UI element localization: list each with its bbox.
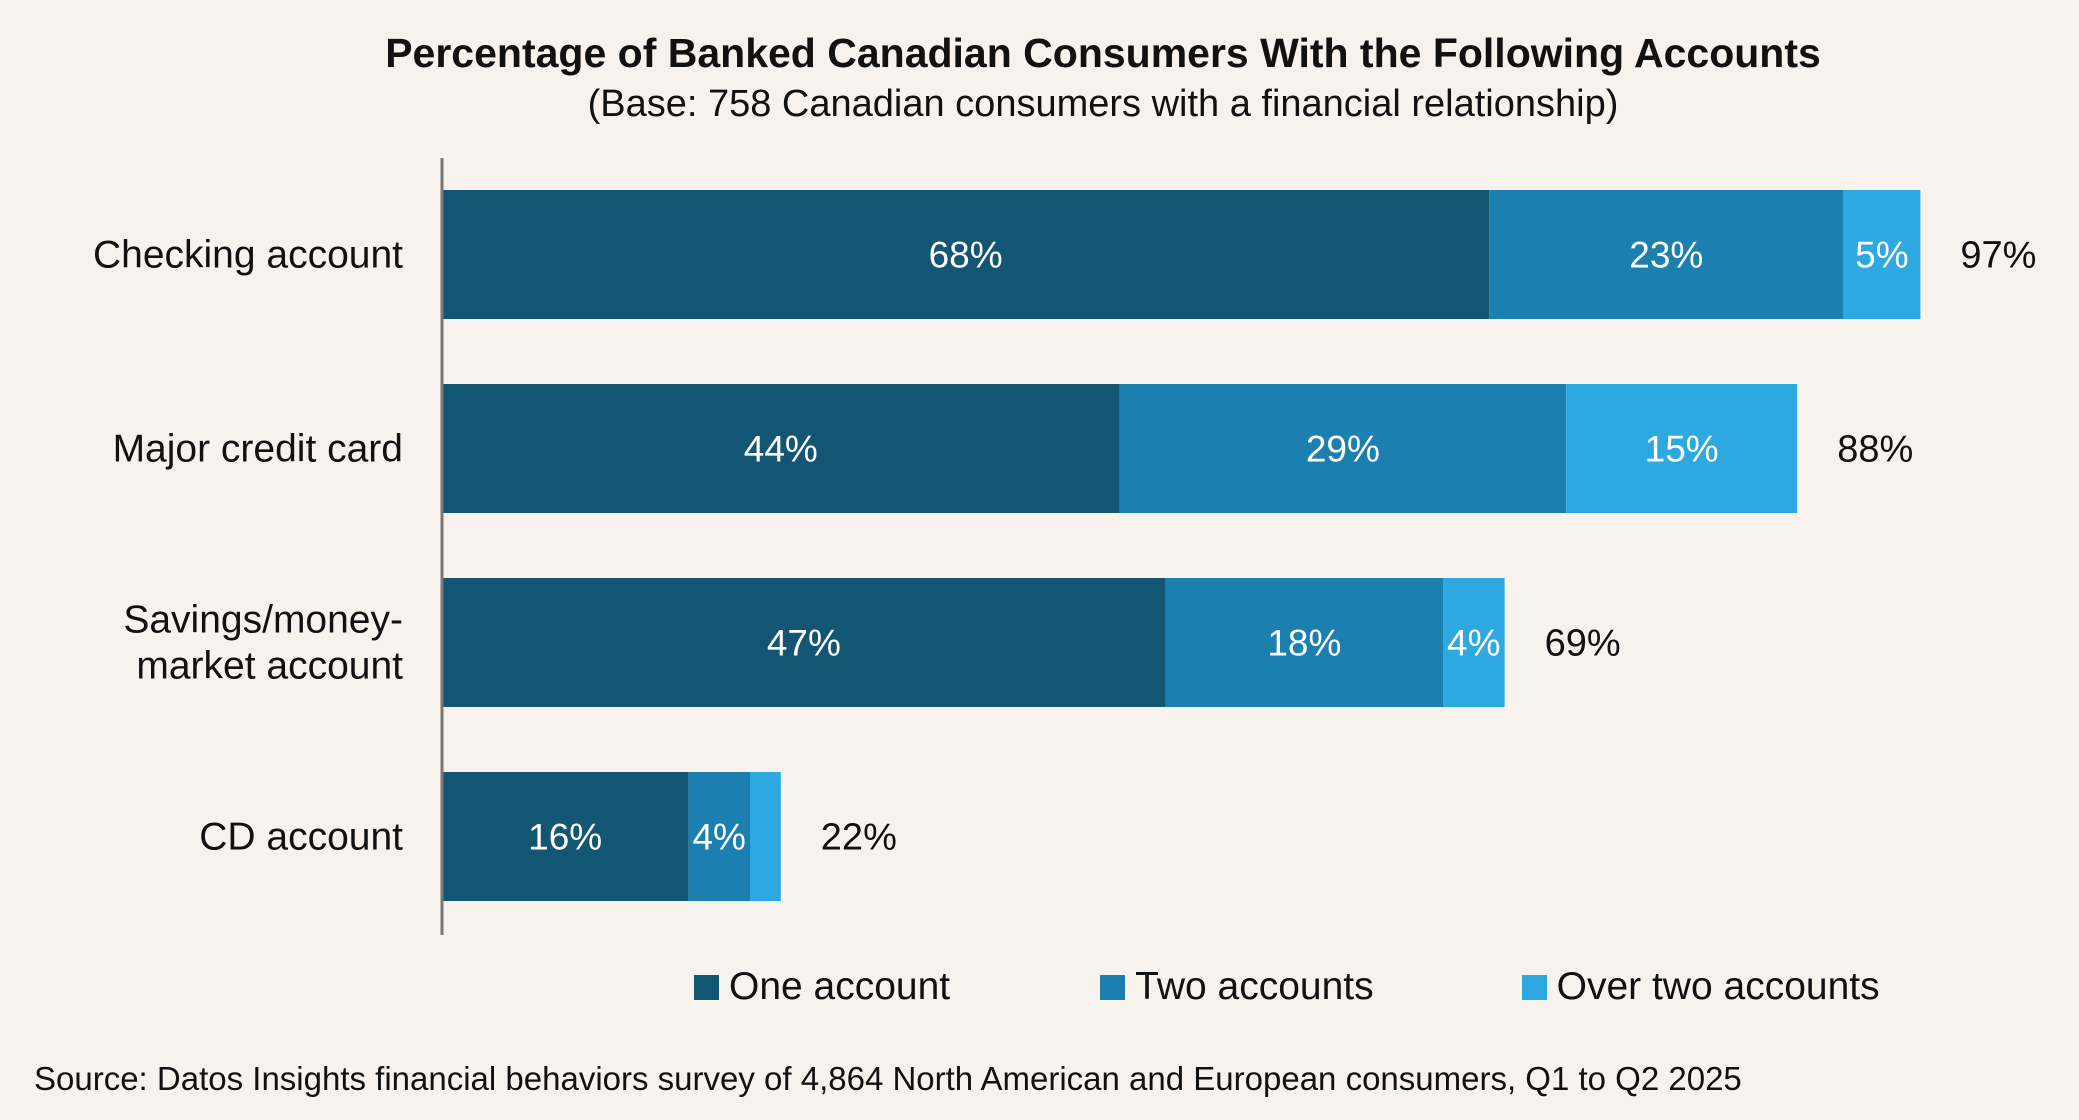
bar-segment-4-3 [750, 772, 781, 901]
legend-swatch-one-account [694, 974, 719, 1000]
category-label-1: Checking account [93, 234, 403, 277]
source-note: Source: Datos Insights financial behavio… [34, 1060, 1742, 1097]
data-label-1-3: 5% [1855, 235, 1908, 276]
category-label-3-line-2: market account [136, 645, 403, 688]
bar-segment-4-2 [688, 772, 750, 901]
bar-segment-4-1 [442, 772, 689, 901]
data-label-4-2: 4% [692, 817, 745, 858]
chart-subtitle: (Base: 758 Canadian consumers with a fin… [587, 83, 1619, 125]
bar-segment-1-3 [1843, 190, 1921, 319]
legend-item-over-two-accounts: Over two accounts [1521, 965, 1880, 1009]
bar-segment-2-3 [1566, 384, 1798, 513]
data-label-4-1: 16% [528, 817, 602, 858]
total-label-3: 69% [1545, 623, 1621, 665]
total-label-4: 22% [821, 817, 897, 859]
data-label-2-2: 29% [1306, 429, 1380, 470]
bar-segment-1-1 [442, 190, 1490, 319]
legend-label-one-account: One account [729, 965, 951, 1008]
category-label-2: Major credit card [113, 428, 403, 471]
data-label-3-1: 47% [767, 623, 841, 664]
category-label-4: CD account [199, 816, 403, 859]
total-label-1: 97% [1960, 235, 2036, 277]
legend-label-over-two-accounts: Over two accounts [1556, 965, 1880, 1008]
legend-item-two-accounts: Two accounts [1100, 965, 1374, 1009]
total-label-2: 88% [1837, 429, 1913, 471]
data-label-1-1: 68% [929, 235, 1003, 276]
data-label-1-2: 23% [1629, 235, 1703, 276]
chart-title: Percentage of Banked Canadian Consumers … [385, 30, 1821, 76]
data-label-3-3: 4% [1447, 623, 1500, 664]
data-label-2-3: 15% [1645, 429, 1719, 470]
bar-segment-3-2 [1165, 578, 1443, 707]
legend-swatch-two-accounts [1100, 974, 1126, 1000]
legend-item-one-account: One account [694, 965, 950, 1009]
bar-segment-3-1 [442, 578, 1166, 707]
legend-label-two-accounts: Two accounts [1135, 965, 1374, 1008]
bar-segment-2-2 [1119, 384, 1567, 513]
legend-swatch-over-two-accounts [1521, 974, 1547, 1000]
bar-segment-3-3 [1443, 578, 1505, 707]
category-label-3-line-1: Savings/money- [123, 599, 403, 642]
bar-segment-1-2 [1489, 190, 1844, 319]
data-label-3-2: 18% [1267, 623, 1341, 664]
bar-segment-2-1 [442, 384, 1120, 513]
data-label-2-1: 44% [744, 429, 818, 470]
chart-legend: One account Two accounts Over two accoun… [694, 965, 1880, 1009]
